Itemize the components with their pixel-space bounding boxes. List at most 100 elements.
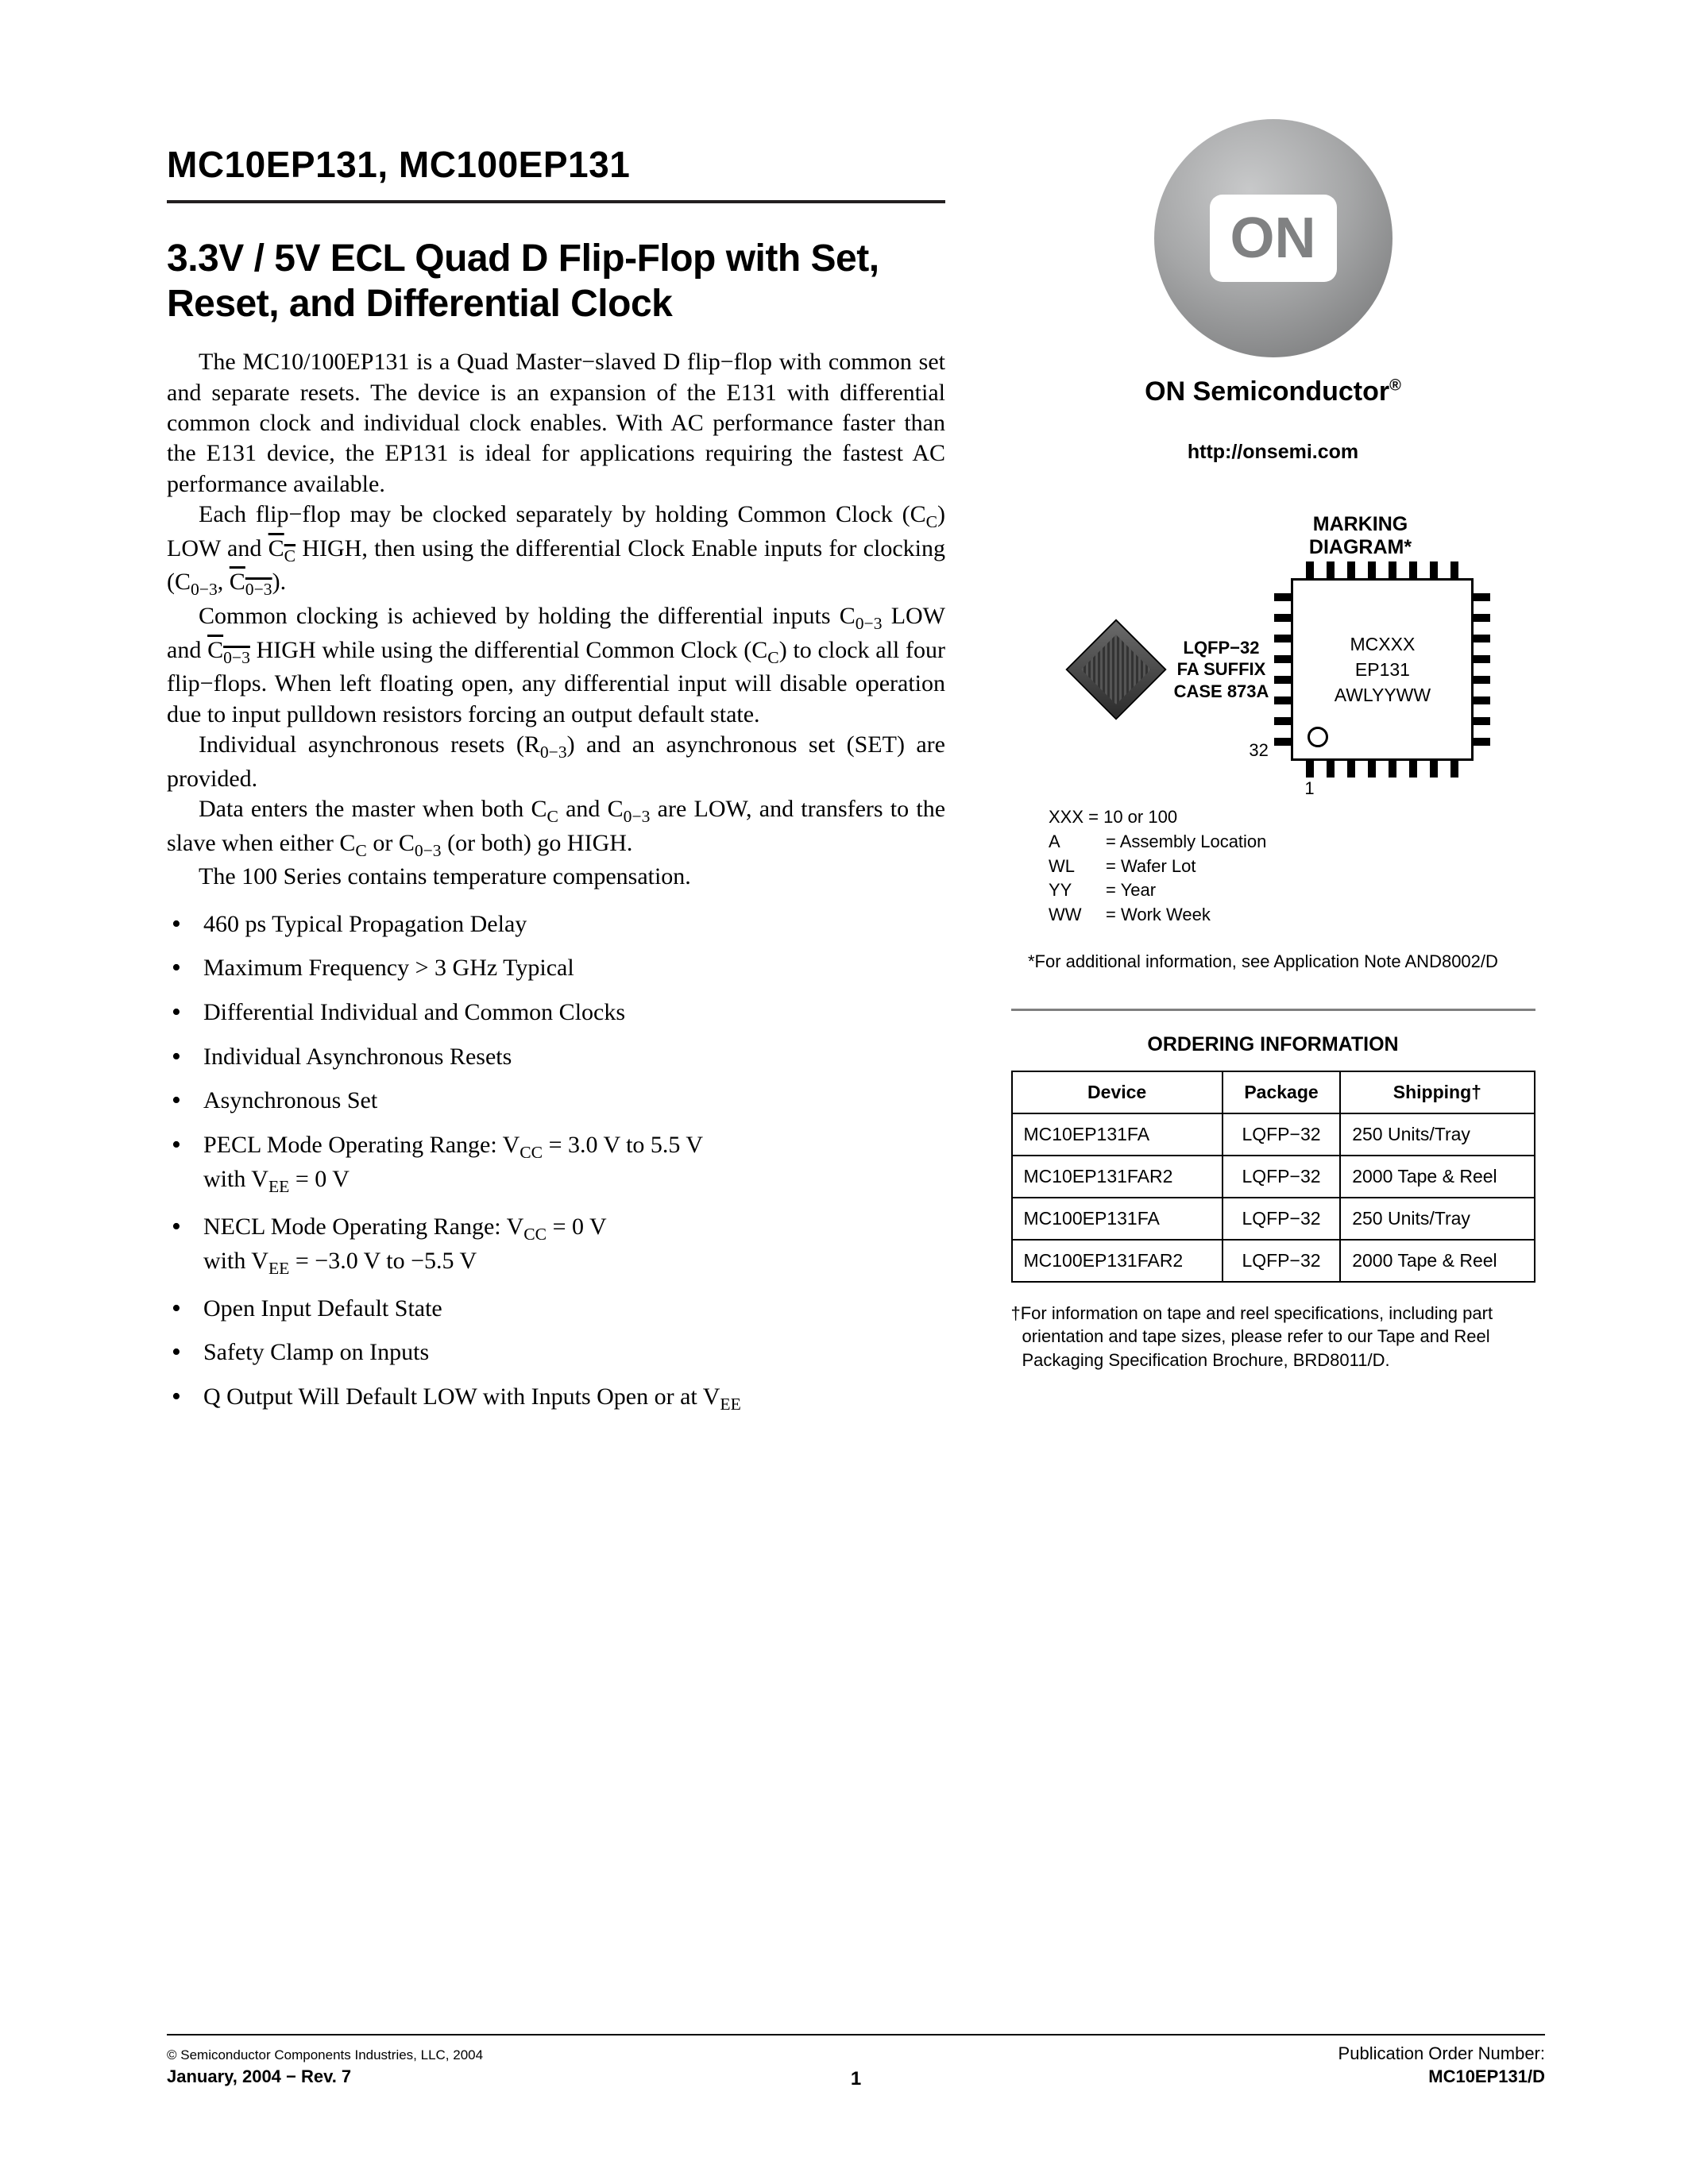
p5b: and C xyxy=(558,796,624,822)
chip-icon xyxy=(1065,619,1166,720)
sub-cc-2: CC xyxy=(523,1225,547,1244)
feature-item: Maximum Frequency > 3 GHz Typical xyxy=(203,952,945,984)
legend-key: A xyxy=(1049,830,1099,855)
pins-right xyxy=(1471,581,1490,758)
header-divider xyxy=(167,200,945,203)
ordering-footnote: †For information on tape and reel specif… xyxy=(1011,1302,1535,1372)
marking-heading-l2: DIAGRAM* xyxy=(1309,536,1412,559)
suffix-l1: LQFP−32 xyxy=(1174,637,1269,659)
cell: LQFP−32 xyxy=(1223,1113,1340,1156)
f6d: = −3.0 V to −5.5 V xyxy=(289,1248,477,1274)
cell: MC100EP131FAR2 xyxy=(1012,1240,1223,1282)
f6b: = 0 V xyxy=(547,1214,607,1240)
legend-key: WL xyxy=(1049,855,1099,879)
p4a: Individual asynchronous resets (R xyxy=(199,731,540,758)
p2d: , xyxy=(218,569,230,595)
sub-c-5: C xyxy=(355,841,366,860)
footer-date-rev: January, 2004 − Rev. 7 xyxy=(167,2066,351,2086)
footer-copyright: © Semiconductor Components Industries, L… xyxy=(167,2047,483,2062)
f5c: with V xyxy=(203,1166,268,1192)
legend-val: = Wafer Lot xyxy=(1106,855,1196,879)
sub-ee: EE xyxy=(268,1177,289,1196)
feature-item: Open Input Default State xyxy=(203,1293,945,1325)
f5a: PECL Mode Operating Range: V xyxy=(203,1132,520,1158)
sub-c-4: C xyxy=(547,807,558,826)
f6a: NECL Mode Operating Range: V xyxy=(203,1214,523,1240)
page-number: 1 xyxy=(851,2068,861,2090)
table-row: MC100EP131FAR2LQFP−322000 Tape & Reel xyxy=(1012,1240,1535,1282)
legend-row: WL = Wafer Lot xyxy=(1049,855,1266,879)
sub-ee-2: EE xyxy=(268,1259,289,1278)
feature-item: Asynchronous Set xyxy=(203,1085,945,1117)
c03-bar: C0−3 xyxy=(230,569,272,595)
legend-row: YY= Year xyxy=(1049,878,1266,903)
p2a: Each flip−flop may be clocked separately… xyxy=(199,501,926,527)
chip-marking-l3: AWLYYWW xyxy=(1335,682,1431,708)
ordering-table: Device Package Shipping† MC10EP131FALQFP… xyxy=(1011,1071,1535,1283)
footer-right: Publication Order Number: MC10EP131/D xyxy=(1338,2042,1545,2089)
lqfp-package-icon: MCXXX EP131 AWLYYWW 32 1 xyxy=(1291,578,1474,761)
page-footer: © Semiconductor Components Industries, L… xyxy=(167,2034,1545,2089)
cell: LQFP−32 xyxy=(1223,1240,1340,1282)
feature-item: Individual Asynchronous Resets xyxy=(203,1041,945,1073)
sub-03-3: 0−3 xyxy=(540,743,567,762)
col-shipping: Shipping† xyxy=(1340,1071,1534,1113)
sub-03-2: 0−3 xyxy=(856,614,883,633)
feature-item: Differential Individual and Common Clock… xyxy=(203,997,945,1028)
sub-cc: CC xyxy=(520,1143,543,1162)
legend-key: YY xyxy=(1049,878,1099,903)
p5a: Data enters the master when both C xyxy=(199,796,547,822)
brand-name-text: ON Semiconductor xyxy=(1145,376,1389,407)
legend-val: = Work Week xyxy=(1106,903,1211,928)
p5d: or C xyxy=(367,830,415,856)
marking-heading-l1: MARKING xyxy=(1309,513,1412,536)
pin1-dot-icon xyxy=(1308,727,1328,747)
footer-pub-l2: MC10EP131/D xyxy=(1428,2066,1545,2086)
table-row: MC100EP131FALQFP−32250 Units/Tray xyxy=(1012,1198,1535,1240)
legend-val: = Assembly Location xyxy=(1106,830,1266,855)
cell: MC10EP131FA xyxy=(1012,1113,1223,1156)
brand-logo-text: ON xyxy=(1210,195,1337,282)
cell: 250 Units/Tray xyxy=(1340,1113,1534,1156)
feature-item: NECL Mode Operating Range: VCC = 0 V wit… xyxy=(203,1211,945,1280)
footer-pub-l1: Publication Order Number: xyxy=(1338,2043,1545,2063)
table-row: MC10EP131FAR2LQFP−322000 Tape & Reel xyxy=(1012,1156,1535,1198)
brand-logo: ON xyxy=(1154,119,1393,357)
f5d: = 0 V xyxy=(289,1166,350,1192)
suffix-l2: FA SUFFIX xyxy=(1174,658,1269,681)
marking-legend: XXX = 10 or 100 A= Assembly Location WL=… xyxy=(1049,805,1266,928)
feature-item: 460 ps Typical Propagation Delay xyxy=(203,909,945,940)
cc-bar: CC xyxy=(268,535,295,561)
marking-footnote: *For additional information, see Applica… xyxy=(1028,950,1536,974)
footer-left: © Semiconductor Components Industries, L… xyxy=(167,2042,483,2089)
cell: LQFP−32 xyxy=(1223,1156,1340,1198)
f5b: = 3.0 V to 5.5 V xyxy=(543,1132,703,1158)
ordering-heading: ORDERING INFORMATION xyxy=(1147,1033,1398,1056)
legend-key: WW xyxy=(1049,903,1099,928)
sub-c-2: C xyxy=(284,546,295,565)
legend-row: WW = Work Week xyxy=(1049,903,1266,928)
pins-top xyxy=(1293,561,1471,581)
part-numbers: MC10EP131, MC100EP131 xyxy=(167,143,945,186)
sub-03-4: 0−3 xyxy=(624,807,651,826)
pins-bottom xyxy=(1293,758,1471,778)
f6c: with V xyxy=(203,1248,268,1274)
marking-diagram: LQFP−32 FA SUFFIX CASE 873A MCXXX EP131 … xyxy=(1001,578,1545,761)
feature-list: 460 ps Typical Propagation Delay Maximum… xyxy=(167,909,945,1416)
cell: 2000 Tape & Reel xyxy=(1340,1240,1534,1282)
sub-c: C xyxy=(926,512,937,531)
sub-03: 0−3 xyxy=(191,580,218,599)
pin-1-label: 1 xyxy=(1304,777,1314,801)
p3c: HIGH while using the differential Common… xyxy=(250,637,767,663)
p5e: (or both) go HIGH. xyxy=(442,830,633,856)
feature-item: PECL Mode Operating Range: VCC = 3.0 V t… xyxy=(203,1129,945,1198)
section-divider xyxy=(1011,1009,1535,1011)
chip-marking-l1: MCXXX xyxy=(1350,631,1416,657)
p2e: ). xyxy=(272,569,287,595)
sub-03-5: 0−3 xyxy=(415,841,442,860)
p3a: Common clocking is achieved by holding t… xyxy=(199,603,856,629)
sub-ee-3: EE xyxy=(720,1395,740,1414)
cell: LQFP−32 xyxy=(1223,1198,1340,1240)
pins-left xyxy=(1274,581,1293,758)
brand-url[interactable]: http://onsemi.com xyxy=(1188,441,1358,464)
